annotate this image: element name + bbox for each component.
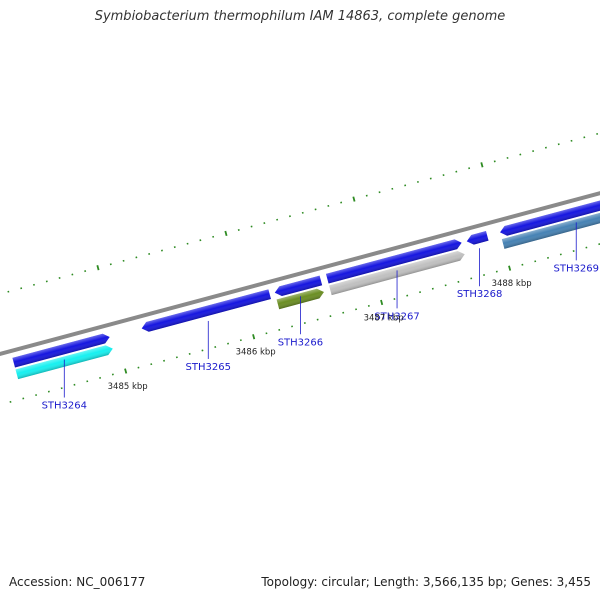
major-tick — [124, 368, 128, 374]
gene-features — [12, 188, 600, 380]
kbp-tick-label: 3485 kbp — [108, 382, 148, 392]
gene-shading — [466, 231, 489, 245]
gene-shading — [12, 333, 110, 368]
page-title: Symbiobacterium thermophilum IAM 14863, … — [94, 9, 506, 24]
gene-shading — [274, 275, 323, 297]
gene-label[interactable]: STH3265 — [186, 362, 231, 373]
major-tick — [352, 196, 356, 202]
genome-track-group — [0, 45, 600, 412]
gene-shading — [141, 289, 271, 332]
major-tick — [96, 265, 100, 271]
major-tick — [480, 162, 484, 168]
gene-label[interactable]: STH3268 — [457, 289, 502, 300]
major-tick — [252, 334, 256, 340]
kbp-tick-label: 3488 kbp — [492, 279, 532, 289]
labels-layer: STH3264 STH3265 STH3266 STH3267 STH3268 STH32… — [42, 222, 599, 412]
gene-shading — [325, 239, 462, 284]
gene-label[interactable]: STH3264 — [42, 401, 87, 412]
genome-backbone — [0, 45, 600, 412]
accession-label: Accession: NC_006177 — [9, 575, 146, 589]
gene-shading — [500, 188, 600, 236]
genome-summary: Topology: circular; Length: 3,566,135 bp… — [261, 575, 591, 589]
gene-label[interactable]: STH3266 — [278, 337, 323, 348]
kbp-tick-label: 3486 kbp — [236, 348, 276, 358]
major-tick — [224, 230, 228, 237]
gene-label[interactable]: STH3267 — [374, 311, 419, 322]
major-tick — [508, 265, 512, 271]
gene-label[interactable]: STH3269 — [554, 263, 599, 274]
major-tick — [380, 299, 384, 306]
kbp-tick-label: 3487 kbp — [364, 313, 404, 323]
tick-marks — [7, 132, 600, 403]
